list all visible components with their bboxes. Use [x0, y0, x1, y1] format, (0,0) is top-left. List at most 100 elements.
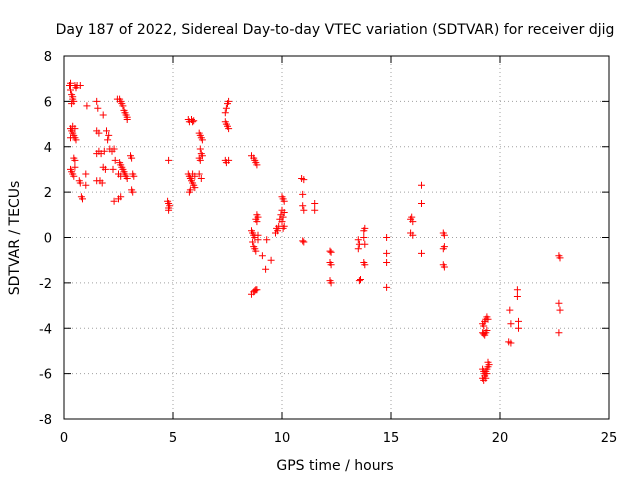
x-tick-label: 10	[274, 431, 291, 446]
data-point	[327, 248, 335, 256]
data-point	[267, 256, 275, 264]
data-point	[418, 181, 425, 189]
data-point	[418, 200, 425, 207]
data-point	[279, 213, 287, 221]
data-point	[299, 202, 307, 210]
axis-ticks	[63, 55, 610, 420]
data-point	[72, 136, 80, 144]
data-point	[98, 179, 106, 187]
data-point	[409, 218, 417, 226]
data-point	[383, 249, 391, 257]
data-point	[95, 129, 103, 137]
data-point	[221, 109, 229, 117]
data-point	[196, 156, 204, 164]
data-point	[99, 111, 107, 119]
data-point	[130, 172, 138, 180]
data-point	[67, 79, 74, 87]
data-point	[76, 82, 84, 89]
data-point	[555, 299, 563, 307]
data-point	[79, 195, 86, 203]
data-point	[300, 176, 308, 184]
data-point	[100, 147, 108, 155]
data-point	[71, 125, 79, 133]
data-point	[93, 97, 101, 105]
data-point	[258, 252, 266, 260]
data-point	[82, 181, 90, 189]
x-tick-labels: 0 5 10 15 20 25	[60, 431, 617, 446]
data-point	[279, 224, 287, 232]
data-point	[123, 116, 131, 123]
data-point	[482, 374, 490, 382]
data-point	[190, 117, 198, 125]
data-point	[71, 156, 79, 164]
data-point	[119, 102, 127, 110]
data-point	[128, 154, 136, 162]
data-point	[274, 227, 282, 235]
data-point	[484, 358, 492, 366]
data-point	[129, 188, 137, 196]
data-point	[67, 86, 74, 94]
data-point	[225, 125, 233, 133]
data-point	[68, 100, 76, 108]
data-point	[506, 306, 514, 314]
data-point	[280, 197, 288, 205]
data-point	[225, 156, 233, 164]
data-point	[327, 261, 335, 269]
data-point	[225, 97, 233, 105]
data-point	[117, 193, 125, 201]
data-point	[280, 209, 288, 216]
data-point	[109, 165, 117, 173]
x-tick-label: 5	[169, 431, 177, 446]
data-point	[123, 175, 131, 182]
y-tick-label: -6	[39, 368, 52, 383]
grid-lines	[64, 56, 609, 419]
data-point	[327, 279, 335, 287]
data-point	[355, 277, 363, 285]
data-point	[513, 286, 521, 294]
data-point	[83, 102, 91, 110]
data-point	[222, 104, 230, 112]
data-point	[254, 213, 262, 221]
data-point	[117, 172, 125, 180]
data-point	[253, 161, 261, 169]
x-tick-label: 15	[383, 431, 400, 446]
data-point	[354, 245, 362, 253]
x-tick-label: 20	[492, 431, 509, 446]
data-point	[483, 327, 491, 334]
data-point	[71, 163, 79, 171]
data-point	[70, 172, 78, 180]
data-point	[191, 184, 199, 192]
data-point	[513, 293, 521, 300]
data-point	[440, 263, 448, 271]
data-point	[326, 247, 334, 255]
data-point	[196, 145, 204, 153]
y-tick-label: -8	[39, 413, 52, 428]
data-point	[299, 237, 307, 245]
chart-title: Day 187 of 2022, Sidereal Day-to-day VTE…	[56, 22, 615, 38]
data-point	[195, 170, 203, 178]
data-point	[103, 127, 110, 135]
data-point	[408, 213, 416, 221]
data-point	[507, 339, 515, 347]
data-point	[105, 131, 113, 139]
data-point	[361, 261, 369, 269]
data-point	[82, 170, 90, 178]
y-tick-label: 0	[44, 232, 52, 247]
data-point	[299, 190, 307, 198]
data-point	[311, 200, 319, 207]
data-point	[515, 324, 522, 332]
data-point	[556, 254, 564, 262]
data-point	[480, 322, 488, 330]
data-point	[253, 218, 261, 226]
data-point	[361, 240, 369, 248]
data-point	[165, 206, 173, 214]
data-point	[383, 283, 391, 291]
data-point	[249, 238, 257, 246]
data-point	[110, 197, 118, 205]
data-point	[483, 370, 491, 378]
data-point	[197, 175, 205, 182]
data-point	[311, 206, 319, 214]
data-point	[354, 236, 362, 244]
data-point	[409, 231, 417, 239]
